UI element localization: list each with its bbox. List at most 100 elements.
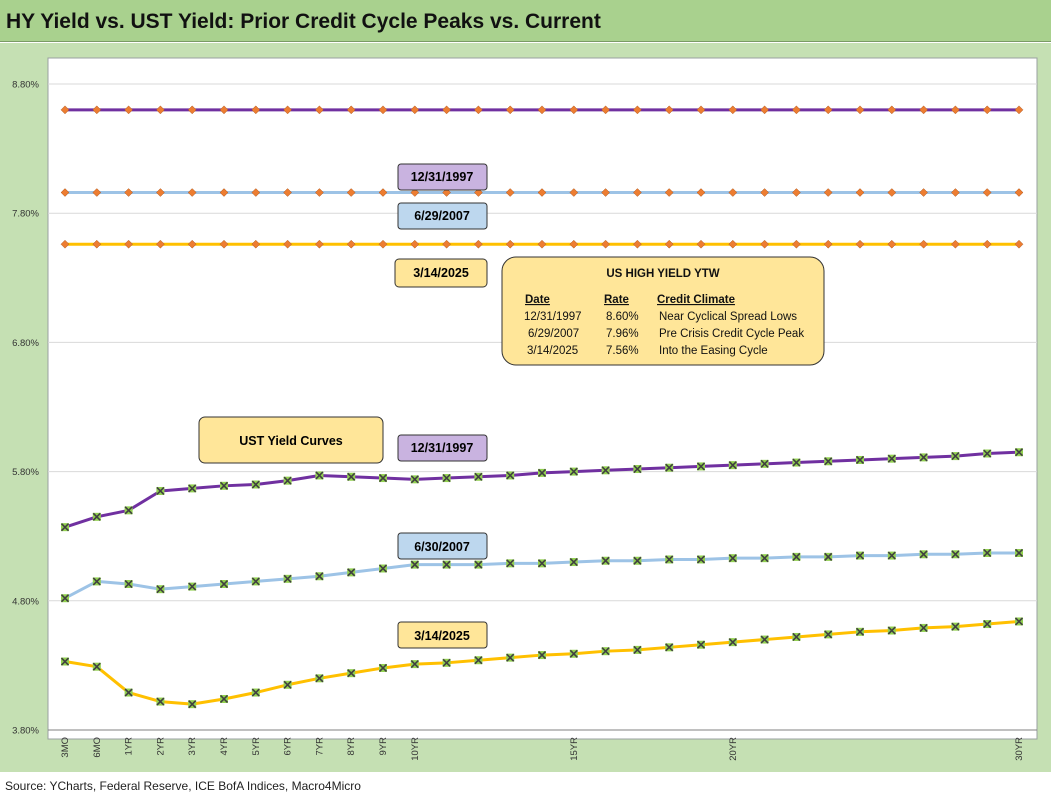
data-point [410, 660, 419, 669]
x-tick-label: 3MO [60, 737, 71, 758]
data-point [919, 623, 928, 632]
data-point [506, 559, 515, 568]
data-point [1014, 548, 1024, 558]
data-point [1014, 617, 1024, 626]
info-header-climate: Credit Climate [657, 294, 735, 306]
data-point [792, 552, 801, 561]
data-point [601, 647, 610, 656]
x-tick-label: 8YR [346, 737, 357, 756]
x-tick-label: 6YR [283, 737, 294, 756]
data-point [951, 188, 960, 197]
data-point [187, 239, 197, 249]
data-point [951, 550, 960, 559]
data-point [855, 105, 865, 115]
info-row-date: 12/31/1997 [524, 311, 582, 323]
data-point [633, 645, 642, 654]
data-point [855, 551, 865, 560]
data-point [347, 472, 356, 481]
x-tick-label: 20YR [728, 737, 739, 761]
data-point [442, 188, 451, 197]
data-point [315, 572, 324, 581]
data-point [696, 239, 706, 249]
data-point [855, 239, 865, 249]
x-tick-label: 1YR [124, 737, 135, 756]
data-point [474, 560, 483, 569]
data-point [887, 188, 897, 197]
data-point [601, 105, 610, 115]
data-point [92, 512, 101, 521]
info-row-rate: 7.56% [606, 345, 639, 357]
data-point [792, 632, 801, 642]
data-point [346, 105, 356, 115]
data-point [378, 663, 388, 673]
data-point [315, 471, 324, 480]
info-row-climate: Pre Crisis Credit Cycle Peak [659, 328, 804, 340]
data-point [887, 105, 897, 115]
y-tick-label: 7.80% [12, 209, 39, 220]
info-row-rate: 8.60% [606, 311, 639, 323]
y-tick-label: 8.80% [12, 80, 39, 91]
data-point [665, 643, 674, 652]
data-point [537, 188, 547, 197]
data-point [474, 105, 483, 115]
data-point [601, 466, 610, 475]
x-tick-label: 5YR [251, 737, 262, 756]
data-point [283, 476, 292, 485]
data-point [665, 463, 674, 472]
data-point [537, 468, 547, 477]
data-point [219, 105, 229, 115]
data-point [474, 188, 483, 197]
data-point [156, 585, 165, 594]
info-row-climate: Into the Easing Cycle [659, 345, 768, 357]
x-tick-label: 7YR [314, 737, 325, 756]
hy-2007-label-text: 6/29/2007 [414, 209, 470, 223]
data-point [696, 555, 706, 564]
data-point [1014, 239, 1024, 249]
data-point [760, 105, 769, 115]
data-point [347, 568, 356, 577]
data-point [792, 239, 801, 249]
data-point [442, 473, 451, 483]
data-point [347, 669, 356, 678]
data-point [92, 577, 101, 586]
data-point [601, 556, 610, 565]
data-point [505, 239, 515, 249]
data-point [346, 188, 356, 197]
data-point [187, 188, 197, 197]
data-point [506, 471, 515, 480]
data-point [219, 579, 229, 589]
ust-2025-label-text: 3/14/2025 [414, 629, 470, 643]
data-point [823, 239, 833, 249]
data-point [188, 700, 197, 709]
data-point [569, 239, 579, 249]
data-point [569, 467, 578, 476]
data-point [887, 454, 896, 463]
info-row-climate: Near Cyclical Spread Lows [659, 311, 797, 323]
data-point [92, 105, 102, 115]
data-point [887, 239, 897, 249]
data-point [760, 554, 769, 563]
data-point [283, 239, 292, 249]
data-point [378, 105, 388, 115]
data-point [124, 506, 133, 515]
data-point [1014, 105, 1024, 115]
data-point [601, 239, 610, 249]
ust-title-label: UST Yield Curves [198, 416, 384, 464]
data-point [156, 486, 165, 496]
ust-2007-label: 6/30/2007 [397, 532, 488, 560]
data-point [442, 239, 451, 249]
data-point [696, 640, 706, 649]
y-tick-label: 3.80% [12, 726, 39, 737]
data-point [283, 680, 292, 689]
data-point [156, 697, 165, 706]
data-point [983, 619, 992, 629]
data-point [124, 688, 133, 697]
data-point [315, 674, 324, 683]
chart-frame: 3.80% 4.80% 5.80% 6.80% 7.80% 8.80% 3MO 6MO 1YR… [0, 43, 1051, 772]
data-point [633, 105, 642, 115]
data-point [60, 657, 70, 666]
data-point [442, 105, 451, 115]
series-markers [60, 105, 1024, 709]
data-point [410, 188, 420, 197]
x-tick-label: 2YR [155, 737, 166, 756]
